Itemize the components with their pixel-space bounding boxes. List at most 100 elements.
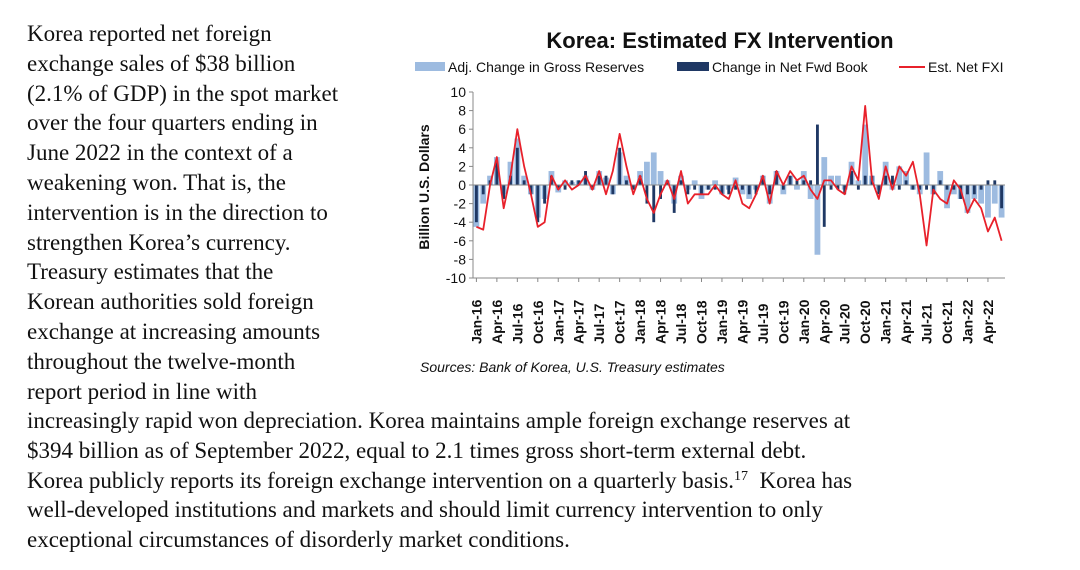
intro-paragraph: Korea reported net foreign exchange sale… bbox=[27, 19, 407, 406]
footnote-marker[interactable]: 17 bbox=[734, 468, 749, 484]
bar bbox=[631, 185, 635, 190]
bar bbox=[904, 180, 908, 185]
x-tick-label: Jan-19 bbox=[714, 299, 730, 344]
bar bbox=[781, 185, 785, 190]
bar bbox=[855, 180, 862, 185]
series-line bbox=[476, 105, 1003, 247]
bar bbox=[611, 185, 615, 195]
bar bbox=[986, 180, 990, 185]
bar bbox=[706, 185, 710, 190]
y-tick-label: -10 bbox=[446, 270, 466, 286]
text-line: Korean authorities sold foreign bbox=[27, 289, 314, 315]
x-tick-label: Apr-22 bbox=[980, 299, 996, 344]
bar bbox=[891, 175, 894, 185]
x-tick-label: Jan-22 bbox=[959, 299, 975, 344]
text-line: intervention is in the direction to bbox=[27, 199, 328, 225]
bar bbox=[794, 185, 800, 190]
x-tick-label: Oct-21 bbox=[939, 300, 955, 344]
bar bbox=[836, 185, 840, 190]
y-tick-label: 2 bbox=[458, 158, 466, 174]
x-tick-label: Jan-16 bbox=[468, 299, 484, 344]
bar bbox=[597, 175, 601, 185]
text-line: weakening won. That is, the bbox=[27, 169, 286, 195]
x-tick-label: Jul-19 bbox=[755, 303, 771, 344]
text-line: $394 billion as of September 2022, equal… bbox=[27, 437, 807, 463]
y-tick-label: -8 bbox=[454, 251, 467, 267]
bar bbox=[652, 185, 656, 223]
bar bbox=[816, 124, 819, 185]
bar bbox=[481, 185, 485, 195]
x-tick-label: Apr-16 bbox=[489, 299, 505, 344]
bar bbox=[814, 185, 821, 255]
x-tick-label: Jul-16 bbox=[509, 303, 525, 344]
chart-title: Korea: Estimated FX Intervention bbox=[546, 28, 893, 53]
bar bbox=[650, 152, 657, 185]
x-tick-label: Apr-18 bbox=[653, 299, 669, 344]
bar bbox=[911, 185, 915, 190]
y-axis-label: Billion U.S. Dollars bbox=[416, 124, 432, 249]
chart-legend: Adj. Change in Gross Reserves Change in N… bbox=[415, 59, 1003, 75]
bar bbox=[584, 171, 587, 185]
bar bbox=[862, 124, 869, 185]
x-tick-label: Jan-21 bbox=[878, 299, 894, 344]
text-line: Treasury estimates that the bbox=[27, 259, 274, 285]
bar bbox=[896, 166, 903, 185]
bar bbox=[734, 185, 738, 190]
x-tick-label: Oct-17 bbox=[612, 300, 628, 344]
y-tick-label: 0 bbox=[458, 177, 466, 193]
x-tick-label: Jul-20 bbox=[837, 303, 853, 344]
bar bbox=[529, 185, 533, 195]
text-line: strengthen Korea’s currency. bbox=[27, 229, 291, 255]
bar bbox=[625, 180, 628, 185]
y-tick-label: -4 bbox=[454, 214, 467, 230]
y-tick-label: 8 bbox=[458, 103, 466, 119]
bar bbox=[577, 180, 581, 185]
bar bbox=[966, 185, 969, 195]
x-tick-label: Apr-21 bbox=[898, 299, 914, 344]
x-tick-label: Jan-18 bbox=[632, 299, 648, 344]
legend-label: Change in Net Fwd Book bbox=[712, 59, 869, 75]
bar bbox=[740, 185, 744, 190]
text-line: throughout the twelve-month bbox=[27, 348, 296, 374]
bar bbox=[686, 185, 690, 195]
legend-label: Adj. Change in Gross Reserves bbox=[448, 59, 644, 75]
bar bbox=[502, 185, 506, 199]
bar bbox=[657, 171, 664, 185]
bar bbox=[925, 185, 928, 190]
x-tick-label: Oct-18 bbox=[693, 300, 709, 344]
bar bbox=[863, 175, 867, 185]
x-tick-label: Jul-18 bbox=[673, 303, 689, 344]
bar bbox=[700, 185, 703, 195]
legend-label: Est. Net FXI bbox=[928, 59, 1003, 75]
text-line-with-footnote: Korea publicly reports its foreign excha… bbox=[27, 466, 1067, 496]
x-tick-label: Oct-20 bbox=[857, 300, 873, 344]
x-tick-label: Oct-16 bbox=[530, 300, 546, 344]
continued-paragraph: increasingly rapid won depreciation. Kor… bbox=[27, 406, 1067, 555]
bar bbox=[821, 157, 828, 185]
text-line: report period in line with bbox=[27, 378, 257, 404]
bar bbox=[515, 147, 519, 185]
y-tick-label: 4 bbox=[458, 140, 466, 156]
x-tick-label: Oct-19 bbox=[775, 300, 791, 344]
x-tick-label: Apr-19 bbox=[734, 299, 750, 344]
bar bbox=[923, 152, 930, 185]
bar bbox=[536, 185, 540, 223]
bar bbox=[991, 185, 998, 204]
bar bbox=[856, 185, 860, 190]
bar bbox=[850, 171, 853, 185]
text-line: exchange at increasing amounts bbox=[27, 318, 321, 344]
bar bbox=[835, 175, 841, 185]
bar bbox=[522, 180, 526, 185]
bar bbox=[882, 161, 889, 185]
bar bbox=[802, 180, 806, 185]
chart-svg: Korea: Estimated FX Intervention Adj. Ch… bbox=[415, 28, 1005, 375]
x-tick-label: Apr-17 bbox=[571, 299, 587, 344]
chart-source: Sources: Bank of Korea, U.S. Treasury es… bbox=[420, 359, 725, 375]
bar bbox=[570, 180, 574, 185]
bar bbox=[604, 175, 608, 185]
y-tick-label: -2 bbox=[454, 196, 467, 212]
legend-item: Adj. Change in Gross Reserves bbox=[415, 59, 644, 75]
bar bbox=[945, 185, 949, 190]
text-line: Korea reported net foreign bbox=[27, 21, 272, 46]
bar bbox=[985, 185, 991, 218]
